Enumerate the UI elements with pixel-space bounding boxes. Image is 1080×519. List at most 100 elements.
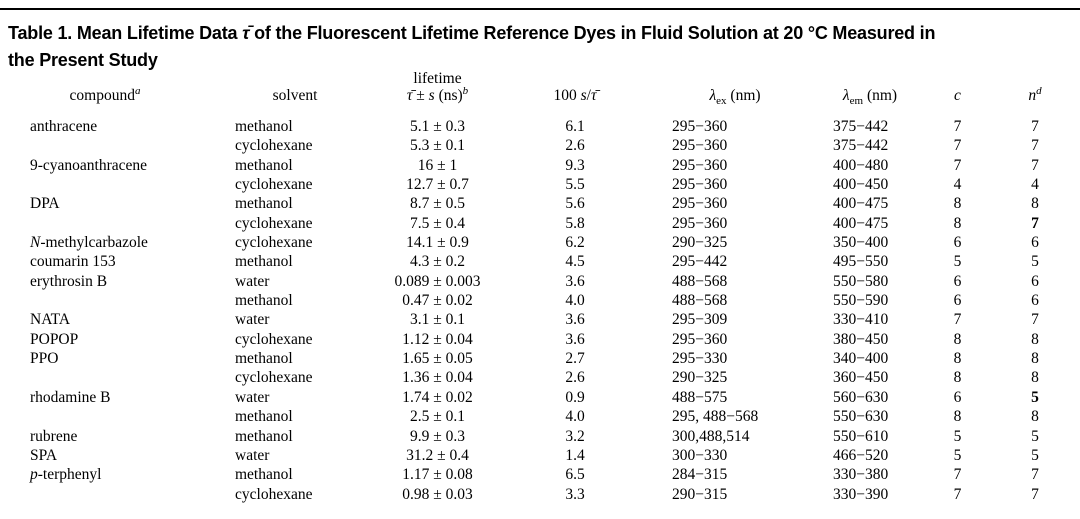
cell-solvent: methanol: [235, 292, 293, 310]
cell-relative-stddev: 1.4: [565, 446, 585, 464]
cell-lambda-ex: 295−309: [672, 311, 728, 329]
cell-lambda-em: 400−450: [833, 176, 889, 194]
cell-compound: 9-cyanoanthracene: [30, 156, 148, 174]
cell-c: 6: [953, 272, 962, 290]
cell-solvent: cyclohexane: [235, 234, 313, 252]
cell-lambda-em: 350−400: [833, 234, 889, 252]
footnote-marker-d: d: [1036, 84, 1042, 97]
cell-n: 7: [1031, 137, 1039, 155]
title-text-2: of the Fluorescent Lifetime Reference Dy…: [249, 23, 936, 43]
cell-lifetime: 0.089 ± 0.003: [394, 272, 481, 290]
cell-lambda-em: 375−442: [833, 137, 889, 155]
table-row: cyclohexane 12.7 ± 0.7 5.5 295−360 400−4…: [0, 175, 1080, 194]
cell-relative-stddev: 6.1: [565, 118, 585, 135]
cell-relative-stddev: 3.3: [565, 485, 585, 503]
cell-lambda-em: 550−630: [833, 408, 889, 426]
cell-c: 6: [953, 388, 962, 406]
cell-compound: anthracene: [30, 118, 98, 135]
header-relative-stddev: 100 s/τ̄: [553, 87, 597, 104]
cell-n: 7: [1031, 156, 1039, 174]
cell-n: 7: [1031, 214, 1039, 232]
cell-relative-stddev: 3.6: [565, 272, 585, 290]
cell-n: 8: [1031, 369, 1039, 387]
cell-compound: rhodamine B: [30, 388, 111, 406]
cell-lifetime: 1.17 ± 0.08: [402, 466, 473, 484]
cell-c: 6: [953, 292, 962, 310]
cell-lambda-ex: 295−360: [672, 137, 728, 155]
table-row: rubrene methanol 9.9 ± 0.3 3.2 300,488,5…: [0, 427, 1080, 446]
cell-compound: DPA: [30, 195, 60, 213]
cell-lambda-em: 560−630: [833, 388, 889, 406]
cell-solvent: methanol: [235, 408, 293, 426]
cell-lifetime: 7.5 ± 0.4: [409, 214, 465, 232]
cell-lambda-em: 400−480: [833, 156, 889, 174]
cell-c: 7: [953, 485, 962, 503]
cell-relative-stddev: 4.0: [565, 408, 585, 426]
cell-lambda-ex: 295−360: [672, 330, 728, 348]
cell-compound: [0, 368, 210, 387]
cell-c: 5: [953, 427, 962, 445]
cell-relative-stddev: 0.9: [565, 388, 585, 406]
cell-c: 8: [953, 214, 962, 232]
cell-lambda-ex: 290−325: [672, 234, 728, 252]
cell-lambda-ex: 488−568: [672, 292, 728, 310]
cell-c: 8: [953, 195, 962, 213]
table-row: cyclohexane 7.5 ± 0.4 5.8 295−360 400−47…: [0, 214, 1080, 233]
cell-lifetime: 0.98 ± 0.03: [402, 485, 473, 503]
cell-c: 4: [953, 176, 962, 194]
cell-relative-stddev: 3.6: [565, 330, 585, 348]
cell-lifetime: 2.5 ± 0.1: [409, 408, 465, 426]
table-row: NATA water 3.1 ± 0.1 3.6 295−309 330−410…: [0, 310, 1080, 329]
table-row: coumarin 153 methanol 4.3 ± 0.2 4.5 295−…: [0, 252, 1080, 271]
cell-compound: rubrene: [30, 427, 78, 445]
cell-n: 8: [1031, 330, 1039, 348]
cell-compound: erythrosin B: [30, 272, 108, 290]
cell-solvent: water: [235, 388, 270, 406]
cell-c: 8: [953, 369, 962, 387]
cell-compound: [0, 291, 210, 310]
header-spacer: [925, 70, 990, 87]
cell-c: 7: [953, 137, 962, 155]
cell-compound: [0, 175, 210, 194]
footnote-marker-b: b: [462, 84, 469, 97]
header-spacer: [655, 70, 815, 87]
cell-relative-stddev: 6.2: [565, 234, 585, 252]
table-row: 9-cyanoanthracene methanol 16 ± 1 9.3 29…: [0, 156, 1080, 175]
table-row: DPA methanol 8.7 ± 0.5 5.6 295−360 400−4…: [0, 194, 1080, 213]
table-row: anthracene methanol 5.1 ± 0.3 6.1 295−36…: [0, 112, 1080, 136]
cell-lifetime: 16 ± 1: [417, 156, 458, 174]
cell-n: 5: [1031, 427, 1039, 445]
cell-lambda-em: 550−580: [833, 272, 889, 290]
cell-lambda-ex: 300,488,514: [672, 427, 750, 445]
cell-solvent: methanol: [235, 118, 293, 135]
cell-c: 6: [953, 234, 962, 252]
cell-lifetime: 1.74 ± 0.02: [402, 388, 473, 406]
table-row: cyclohexane 5.3 ± 0.1 2.6 295−360 375−44…: [0, 136, 1080, 155]
cell-relative-stddev: 4.0: [565, 292, 585, 310]
cell-relative-stddev: 4.5: [565, 253, 585, 271]
cell-compound: p-terphenyl: [30, 466, 102, 484]
header-spacer: [0, 70, 210, 87]
cell-n: 7: [1031, 485, 1039, 503]
cell-compound: [0, 214, 210, 233]
cell-lambda-em: 340−400: [833, 350, 889, 368]
cell-lifetime: 9.9 ± 0.3: [409, 427, 465, 445]
cell-relative-stddev: 2.6: [565, 137, 585, 155]
table-row: erythrosin B water 0.089 ± 0.003 3.6 488…: [0, 272, 1080, 291]
cell-lambda-ex: 295, 488−568: [672, 408, 759, 426]
cell-solvent: water: [235, 446, 270, 464]
footnote-marker-a: a: [134, 84, 141, 97]
cell-c: 5: [953, 446, 962, 464]
title-tau-symbol: τ̄: [242, 23, 250, 43]
cell-lifetime: 14.1 ± 0.9: [406, 234, 469, 252]
table-row: methanol 2.5 ± 0.1 4.0 295, 488−568 550−…: [0, 407, 1080, 426]
cell-lambda-ex: 295−360: [672, 214, 728, 232]
header-spacer: [210, 70, 380, 87]
cell-lifetime: 1.12 ± 0.04: [402, 330, 473, 348]
cell-compound: POPOP: [30, 330, 79, 348]
header-lifetime: τ̄ ± s (ns)b: [406, 84, 469, 104]
cell-solvent: cyclohexane: [235, 330, 313, 348]
cell-c: 7: [953, 118, 962, 135]
cell-lifetime: 12.7 ± 0.7: [406, 176, 469, 194]
cell-compound: SPA: [30, 446, 58, 464]
